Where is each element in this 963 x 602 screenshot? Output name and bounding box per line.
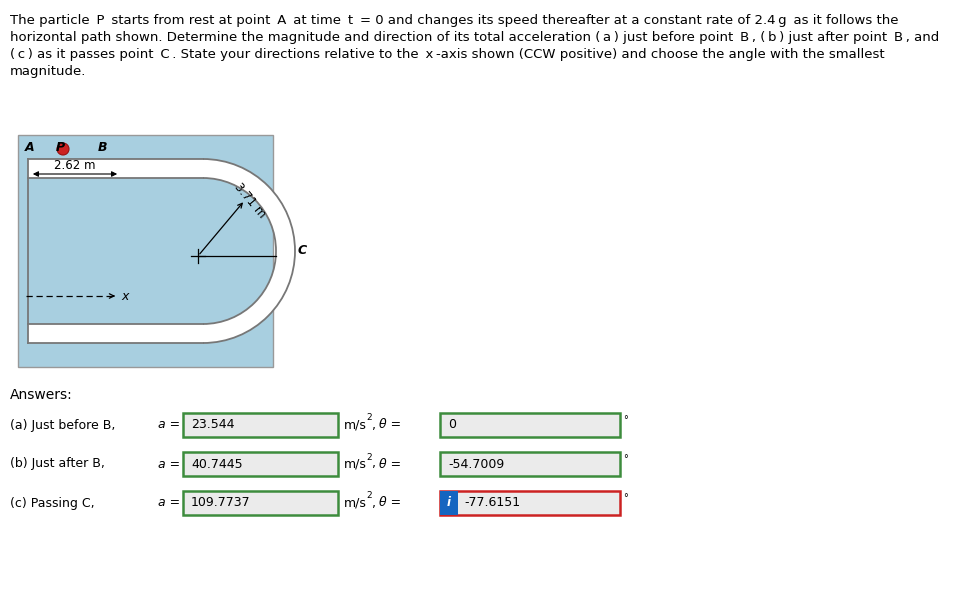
Bar <box>440 491 620 515</box>
Bar <box>440 452 620 476</box>
Text: magnitude.: magnitude. <box>10 65 87 78</box>
Text: θ =: θ = <box>379 418 402 432</box>
Text: C: C <box>298 244 307 258</box>
Text: horizontal path shown. Determine the magnitude and direction of its total accele: horizontal path shown. Determine the mag… <box>10 31 939 44</box>
Bar <box>183 491 338 515</box>
Text: 2.62 m: 2.62 m <box>54 159 95 172</box>
Bar <box>28 159 203 178</box>
Text: x: x <box>121 290 128 302</box>
Text: ,: , <box>372 458 376 471</box>
Bar <box>440 491 458 515</box>
Text: a =: a = <box>158 418 180 432</box>
Text: m/s: m/s <box>344 418 367 432</box>
Text: a =: a = <box>158 458 180 471</box>
Text: ,: , <box>372 418 376 432</box>
Text: 109.7737: 109.7737 <box>191 497 250 509</box>
Text: Answers:: Answers: <box>10 388 73 402</box>
Text: a =: a = <box>158 497 180 509</box>
Text: 3.71 m: 3.71 m <box>231 181 268 221</box>
Text: -54.7009: -54.7009 <box>448 458 505 471</box>
Text: m/s: m/s <box>344 497 367 509</box>
Text: P: P <box>56 141 65 154</box>
Text: (a) Just before B,: (a) Just before B, <box>10 418 116 432</box>
Text: ( c ) as it passes point  C . State your directions relative to the  x -axis sho: ( c ) as it passes point C . State your … <box>10 48 885 61</box>
Text: (c) Passing C,: (c) Passing C, <box>10 497 94 509</box>
Text: 2: 2 <box>366 414 372 423</box>
Text: °: ° <box>623 415 628 425</box>
Text: A: A <box>25 141 35 154</box>
Text: (b) Just after B,: (b) Just after B, <box>10 458 105 471</box>
Text: 23.544: 23.544 <box>191 418 235 432</box>
Text: °: ° <box>623 454 628 464</box>
Text: θ =: θ = <box>379 497 402 509</box>
Text: B: B <box>98 141 108 154</box>
Bar <box>183 452 338 476</box>
Bar <box>183 413 338 437</box>
Text: 0: 0 <box>448 418 456 432</box>
Text: 40.7445: 40.7445 <box>191 458 243 471</box>
Text: i: i <box>447 497 451 509</box>
Text: -77.6151: -77.6151 <box>464 497 520 509</box>
Bar <box>18 135 273 367</box>
Text: °: ° <box>623 493 628 503</box>
Text: ,: , <box>372 497 376 509</box>
Bar <box>28 324 203 343</box>
Bar <box>440 413 620 437</box>
Text: 2: 2 <box>366 453 372 462</box>
Wedge shape <box>203 159 295 343</box>
Text: m/s: m/s <box>344 458 367 471</box>
Text: θ =: θ = <box>379 458 402 471</box>
Text: The particle  P  starts from rest at point  A  at time  t  = 0 and changes its s: The particle P starts from rest at point… <box>10 14 898 27</box>
Circle shape <box>57 143 69 155</box>
Text: 2: 2 <box>366 491 372 500</box>
